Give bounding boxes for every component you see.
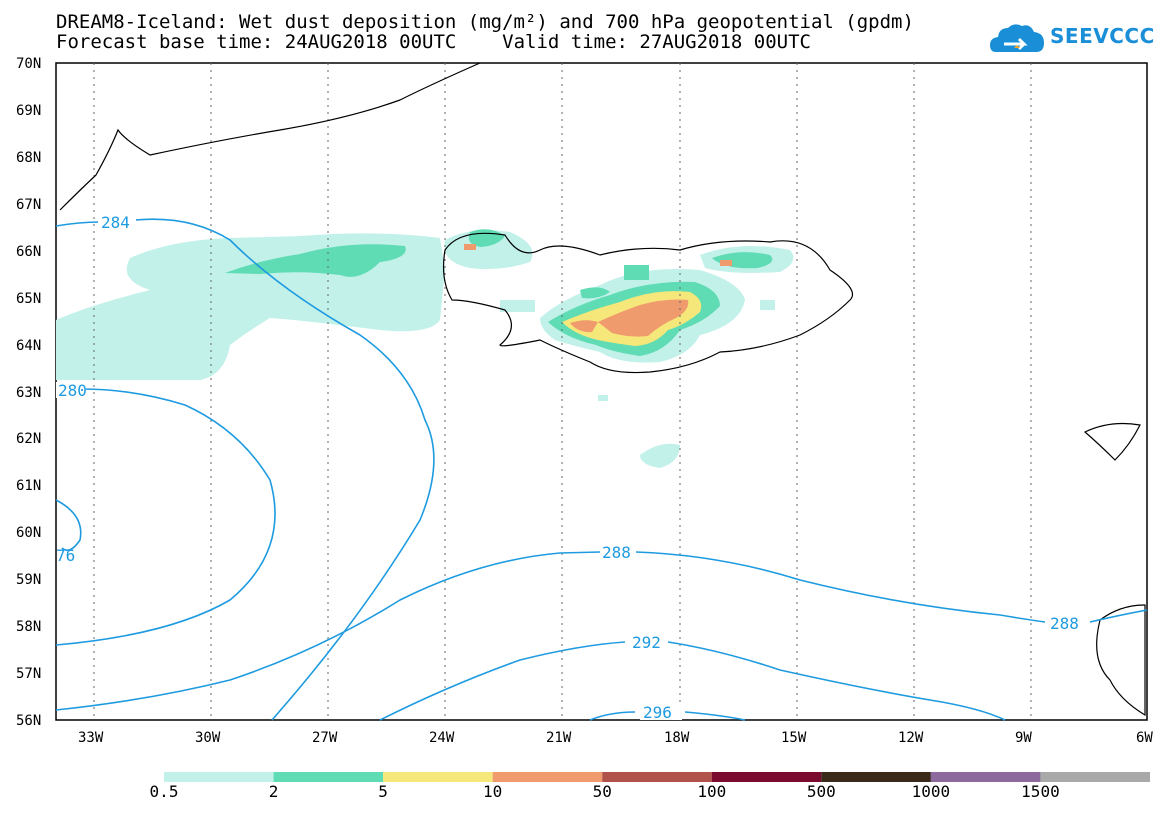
legend-swatch bbox=[164, 772, 274, 782]
legend-label: 2 bbox=[268, 782, 279, 801]
geopotential-contours bbox=[55, 218, 1148, 721]
lat-tick: 67N bbox=[16, 197, 41, 213]
lat-tick: 57N bbox=[16, 666, 41, 682]
lon-tick: 18W bbox=[664, 730, 690, 746]
cloud-icon bbox=[990, 24, 1044, 52]
legend-swatch bbox=[930, 772, 1041, 782]
contour-label: 296 bbox=[643, 703, 672, 722]
legend-swatch bbox=[711, 772, 822, 782]
legend-label: 500 bbox=[806, 782, 836, 801]
legend-swatch bbox=[821, 772, 931, 782]
contour-label: 284 bbox=[101, 213, 130, 232]
legend-label: 1500 bbox=[1021, 782, 1060, 801]
lat-tick: 70N bbox=[16, 56, 41, 72]
lat-tick: 64N bbox=[16, 338, 41, 354]
lon-tick: 21W bbox=[546, 730, 572, 746]
legend-colorbar bbox=[164, 772, 1150, 782]
legend-label: 1000 bbox=[911, 782, 951, 801]
lat-tick: 61N bbox=[16, 478, 41, 494]
lat-tick: 56N bbox=[16, 713, 41, 729]
contour-labels: 284 280 76 288 292 296 288 bbox=[56, 213, 1087, 722]
lat-tick-labels: 70N 69N 68N 67N 66N 65N 64N 63N 62N 61N … bbox=[16, 56, 41, 729]
lon-tick-labels: 33W 30W 27W 24W 21W 18W 15W 12W 9W 6W bbox=[78, 730, 1153, 746]
legend-label: 100 bbox=[697, 782, 727, 801]
lon-tick: 9W bbox=[1015, 730, 1032, 746]
lon-tick: 33W bbox=[78, 730, 104, 746]
lon-tick: 24W bbox=[429, 730, 455, 746]
contour-label: 288 bbox=[1050, 614, 1079, 633]
legend-swatch bbox=[492, 772, 603, 782]
legend-label: 0.5 bbox=[149, 782, 179, 801]
contour-label: 292 bbox=[632, 633, 661, 652]
lat-tick: 62N bbox=[16, 431, 41, 447]
lon-tick: 15W bbox=[781, 730, 807, 746]
map-subtitle: Forecast base time: 24AUG2018 00UTC Vali… bbox=[56, 32, 811, 52]
lon-tick: 30W bbox=[195, 730, 221, 746]
contour-label: 280 bbox=[58, 381, 87, 400]
valid-time: Valid time: 27AUG2018 00UTC bbox=[502, 31, 811, 53]
contour-label: 76 bbox=[56, 546, 75, 565]
logo-text: SEEVCCC bbox=[1050, 24, 1155, 48]
lon-tick: 6W bbox=[1136, 730, 1153, 746]
base-time: Forecast base time: 24AUG2018 00UTC bbox=[56, 31, 457, 53]
legend-swatch bbox=[1040, 772, 1150, 782]
lat-tick: 68N bbox=[16, 150, 41, 166]
legend-swatch bbox=[273, 772, 384, 782]
legend-label: 5 bbox=[378, 782, 388, 801]
lat-tick: 65N bbox=[16, 291, 41, 307]
map-title: DREAM8-Iceland: Wet dust deposition (mg/… bbox=[56, 11, 914, 33]
legend-label: 50 bbox=[592, 782, 612, 801]
coastlines bbox=[59, 62, 1146, 717]
lat-tick: 59N bbox=[16, 572, 41, 588]
legend-swatch bbox=[602, 772, 712, 782]
lon-tick: 12W bbox=[898, 730, 924, 746]
legend-swatch bbox=[383, 772, 493, 782]
dust-shading bbox=[56, 229, 794, 468]
legend-label: 10 bbox=[483, 782, 503, 801]
lat-tick: 63N bbox=[16, 385, 41, 401]
lon-tick: 27W bbox=[312, 730, 338, 746]
lat-tick: 60N bbox=[16, 525, 41, 541]
lat-tick: 69N bbox=[16, 103, 41, 119]
plot-area bbox=[55, 62, 1148, 721]
contour-label: 288 bbox=[602, 543, 631, 562]
lat-tick: 66N bbox=[16, 244, 41, 260]
lat-tick: 58N bbox=[16, 619, 41, 635]
